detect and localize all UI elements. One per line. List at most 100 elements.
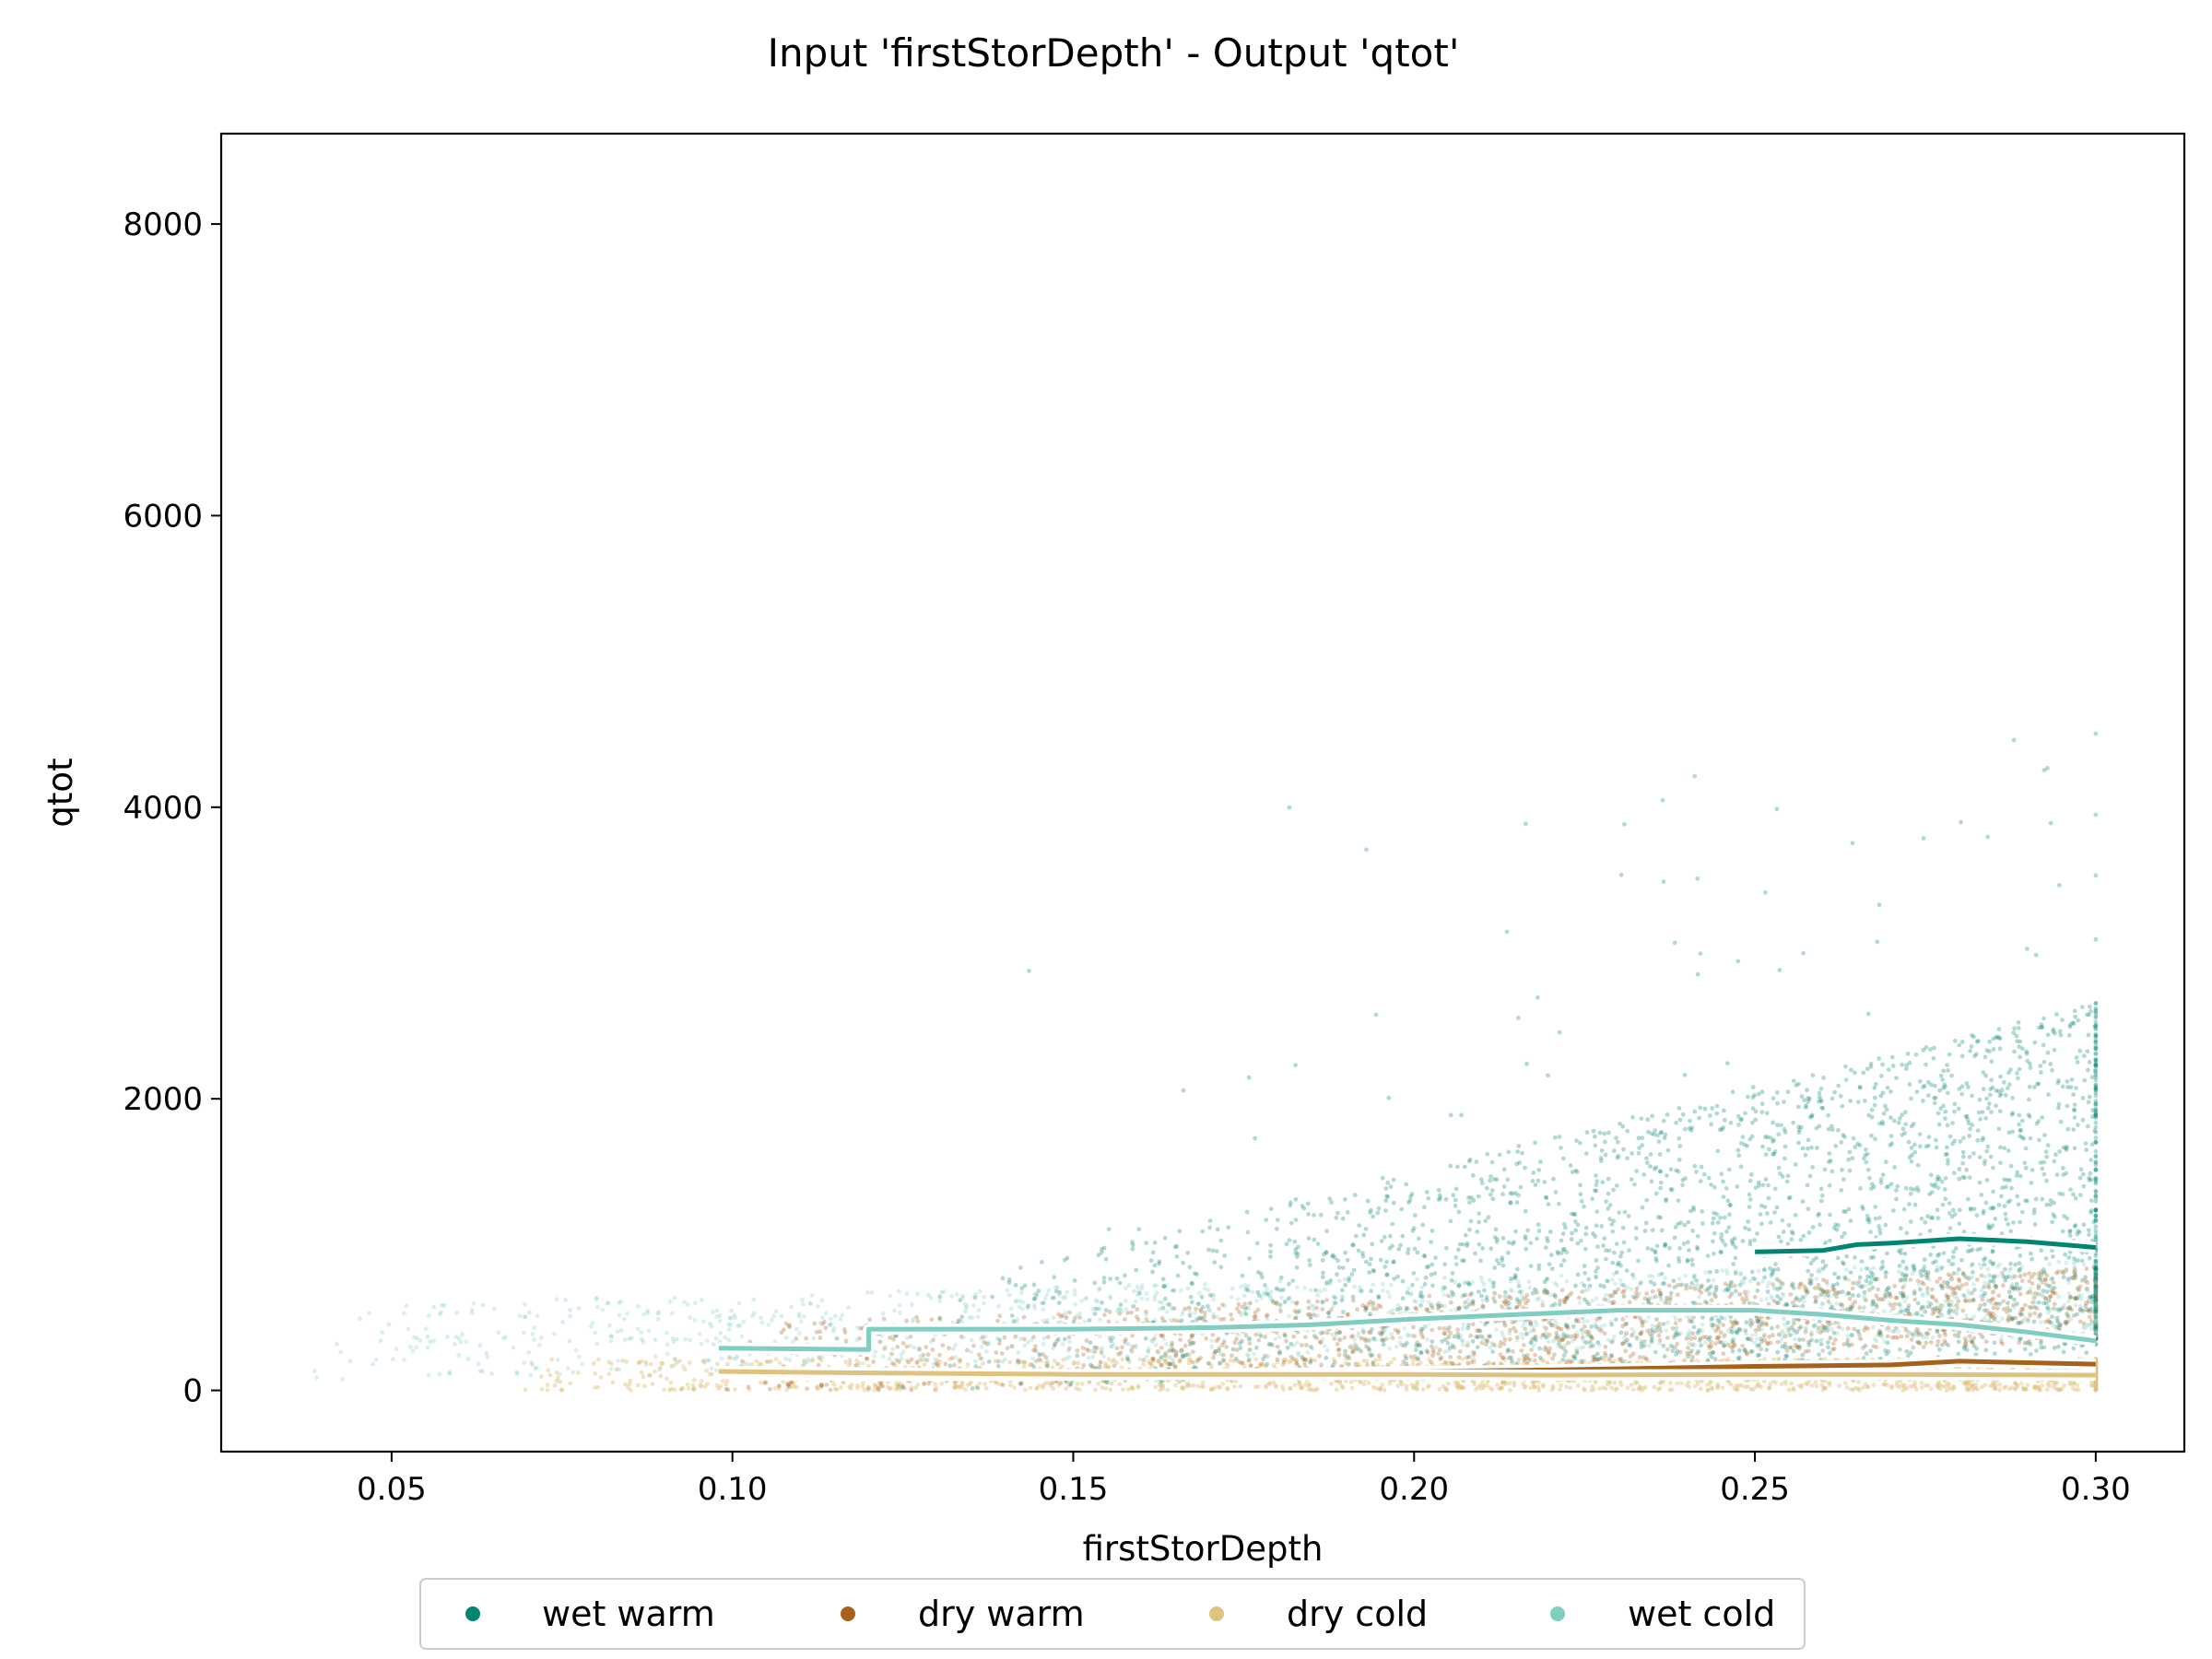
- scatter-point: [880, 1311, 886, 1316]
- scatter-point: [1338, 1363, 1344, 1369]
- scatter-point: [1607, 1294, 1613, 1300]
- scatter-point: [1620, 1324, 1625, 1329]
- scatter-point: [1847, 1296, 1853, 1301]
- scatter-point: [2041, 1266, 2046, 1272]
- scatter-point: [1052, 1343, 1057, 1348]
- scatter-point: [1202, 1310, 1207, 1315]
- scatter-point: [1892, 1301, 1898, 1307]
- scatter-point: [667, 1300, 673, 1304]
- scatter-point: [734, 1356, 739, 1361]
- scatter-point: [1819, 1337, 1825, 1342]
- scatter-point: [691, 1386, 696, 1392]
- scatter-point: [2093, 1269, 2099, 1275]
- scatter-point: [1540, 1333, 1546, 1337]
- scatter-point: [1598, 1329, 1603, 1335]
- scatter-point: [1457, 1361, 1462, 1367]
- scatter-point: [1755, 1319, 1759, 1324]
- scatter-point: [1652, 1384, 1657, 1390]
- scatter-point: [1658, 1380, 1664, 1385]
- scatter-point: [551, 1332, 557, 1336]
- scatter-point: [1380, 1288, 1385, 1293]
- scatter-point: [1119, 1365, 1124, 1371]
- scatter-point: [1112, 1358, 1116, 1362]
- scatter-point: [617, 1367, 621, 1372]
- scatter-point: [1446, 1335, 1451, 1340]
- scatter-point: [1949, 1299, 1955, 1304]
- scatter-point: [1522, 1343, 1526, 1347]
- scatter-point: [1303, 1358, 1309, 1362]
- scatter-point: [426, 1313, 431, 1318]
- scatter-point: [1936, 1339, 1941, 1344]
- scatter-point: [1882, 1382, 1888, 1387]
- scatter-point: [1098, 1317, 1102, 1323]
- scatter-point: [1007, 1359, 1013, 1365]
- scatter-point: [646, 1328, 652, 1334]
- scatter-point: [1812, 1286, 1818, 1290]
- scatter-point: [535, 1313, 540, 1319]
- scatter-point: [1456, 1355, 1462, 1360]
- scatter-point: [1698, 1386, 1703, 1392]
- scatter-point: [1469, 1359, 1475, 1365]
- scatter-point: [523, 1387, 528, 1393]
- scatter-point: [1141, 1362, 1147, 1367]
- scatter-point: [818, 1321, 823, 1325]
- scatter-point: [781, 1379, 785, 1384]
- scatter-point: [1211, 1312, 1216, 1317]
- scatter-point: [2031, 1384, 2037, 1390]
- scatter-point: [484, 1350, 489, 1356]
- scatter-point: [2093, 1386, 2099, 1392]
- scatter-point: [1550, 1338, 1556, 1344]
- scatter-point: [1041, 1318, 1046, 1324]
- scatter-point: [1853, 1385, 1858, 1391]
- scatter-point: [511, 1345, 516, 1350]
- scatter-point: [1448, 1112, 1453, 1118]
- scatter-point: [1312, 1213, 1316, 1218]
- scatter-point: [1044, 1360, 1049, 1366]
- scatter-point: [1692, 1343, 1697, 1347]
- scatter-point: [1163, 1359, 1169, 1364]
- scatter-point: [1967, 1134, 1972, 1138]
- scatter-point: [1463, 1300, 1468, 1305]
- scatter-point: [915, 1291, 920, 1297]
- scatter-point: [983, 1385, 989, 1391]
- scatter-point: [1944, 1292, 1949, 1298]
- scatter-point: [1135, 1385, 1141, 1390]
- scatter-point: [1657, 1341, 1663, 1346]
- scatter-point: [1444, 1388, 1450, 1393]
- scatter-point: [1317, 1353, 1322, 1359]
- scatter-point: [1887, 1300, 1892, 1306]
- scatter-point: [878, 1383, 883, 1389]
- scatter-point: [1447, 1334, 1452, 1339]
- scatter-point: [1314, 1386, 1320, 1392]
- scatter-point: [1505, 1347, 1511, 1353]
- scatter-point: [1109, 1381, 1114, 1386]
- scatter-point: [909, 1357, 914, 1362]
- scatter-point: [1294, 1285, 1300, 1289]
- scatter-point: [1971, 1282, 1976, 1287]
- scatter-point: [2027, 1278, 2032, 1284]
- scatter-point: [1796, 1382, 1802, 1388]
- scatter-point: [1611, 1300, 1617, 1305]
- scatter-point: [2093, 1386, 2099, 1392]
- scatter-point: [2018, 1381, 2024, 1386]
- scatter-point: [1999, 1336, 2004, 1341]
- scatter-point: [1960, 1149, 1966, 1155]
- scatter-point: [1613, 1387, 1618, 1393]
- scatter-point: [1202, 1282, 1207, 1287]
- scatter-point: [1738, 1271, 1744, 1276]
- scatter-point: [1943, 1379, 1948, 1384]
- scatter-point: [1234, 1336, 1239, 1342]
- scatter-point: [1504, 1302, 1509, 1308]
- scatter-point: [1851, 1387, 1856, 1393]
- scatter-point: [1206, 1288, 1211, 1293]
- scatter-point: [454, 1310, 460, 1315]
- scatter-point: [2074, 1055, 2079, 1060]
- scatter-point: [2024, 947, 2030, 951]
- scatter-point: [2093, 1382, 2099, 1387]
- scatter-point: [1386, 1310, 1392, 1315]
- scatter-point: [1755, 1382, 1760, 1387]
- scatter-point: [2011, 1305, 2017, 1310]
- scatter-point: [1074, 1386, 1079, 1391]
- scatter-point: [1110, 1359, 1115, 1364]
- scatter-point: [2006, 1386, 2012, 1392]
